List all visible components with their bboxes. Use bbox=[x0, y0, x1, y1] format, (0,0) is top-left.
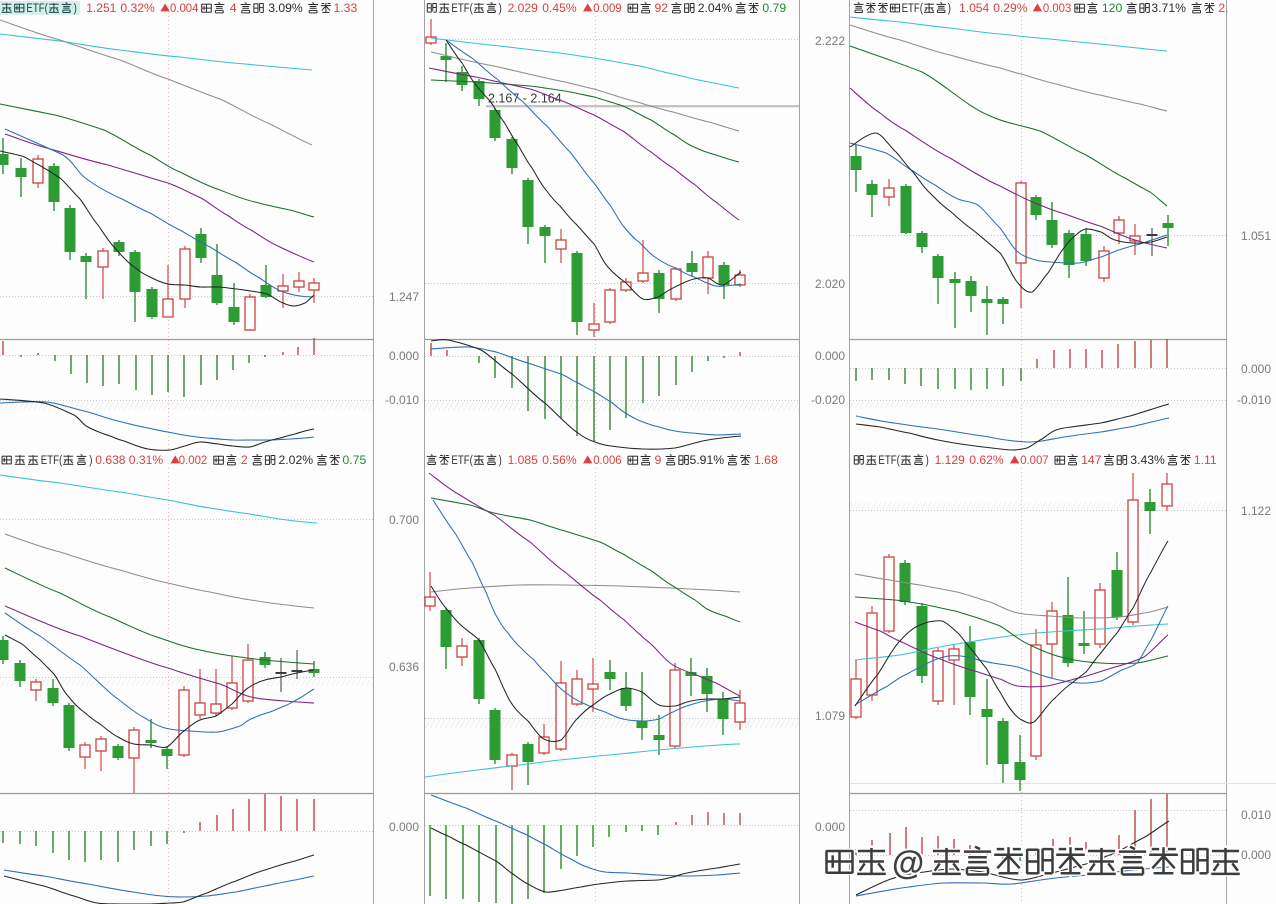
svg-text:0.32%: 0.32% bbox=[120, 1, 155, 15]
svg-text:1.68: 1.68 bbox=[754, 453, 778, 467]
svg-text:2.029: 2.029 bbox=[508, 1, 538, 15]
svg-text:1.085: 1.085 bbox=[508, 453, 538, 467]
svg-text:1.122: 1.122 bbox=[1241, 504, 1271, 518]
svg-text:1.11: 1.11 bbox=[1194, 453, 1217, 467]
svg-text:0.636: 0.636 bbox=[389, 660, 419, 674]
svg-text:0.45%: 0.45% bbox=[542, 1, 577, 15]
svg-text:120: 120 bbox=[1102, 1, 1123, 15]
svg-text:@: @ bbox=[892, 844, 924, 881]
svg-text:0.007: 0.007 bbox=[1020, 453, 1049, 467]
svg-text:3.43%: 3.43% bbox=[1130, 453, 1165, 467]
svg-text:0.006: 0.006 bbox=[593, 453, 622, 467]
svg-text:1.079: 1.079 bbox=[815, 709, 845, 723]
svg-text:9: 9 bbox=[655, 453, 662, 467]
svg-text:1.251: 1.251 bbox=[86, 1, 116, 15]
svg-text:5.91%: 5.91% bbox=[690, 453, 725, 467]
svg-text:2.04%: 2.04% bbox=[698, 1, 733, 15]
svg-text:): ) bbox=[499, 1, 502, 15]
svg-text:0.004: 0.004 bbox=[170, 1, 199, 15]
svg-text:0.75: 0.75 bbox=[343, 453, 367, 467]
svg-text:): ) bbox=[948, 1, 951, 15]
svg-text:4: 4 bbox=[230, 1, 237, 15]
svg-text:0.62%: 0.62% bbox=[969, 453, 1004, 467]
svg-text:-0.010: -0.010 bbox=[1237, 393, 1271, 407]
svg-text:): ) bbox=[926, 453, 929, 467]
svg-text:0.638: 0.638 bbox=[95, 453, 125, 467]
svg-text:0.002: 0.002 bbox=[179, 453, 208, 467]
svg-text:0.009: 0.009 bbox=[593, 1, 622, 15]
svg-text:0.000: 0.000 bbox=[389, 820, 419, 834]
svg-text:0.000: 0.000 bbox=[1241, 362, 1271, 376]
svg-text:-0.020: -0.020 bbox=[811, 393, 845, 407]
svg-text:2.: 2. bbox=[1218, 1, 1228, 15]
svg-text:0.003: 0.003 bbox=[1043, 1, 1072, 15]
svg-text:): ) bbox=[89, 453, 92, 467]
svg-text:0.000: 0.000 bbox=[815, 349, 845, 363]
svg-text:3.71%: 3.71% bbox=[1151, 1, 1186, 15]
svg-text:ETF(: ETF( bbox=[902, 1, 923, 15]
svg-text:): ) bbox=[74, 1, 77, 15]
svg-text:ETF(: ETF( bbox=[878, 453, 899, 467]
svg-text:0.000: 0.000 bbox=[1241, 848, 1271, 862]
svg-text:0.700: 0.700 bbox=[389, 513, 419, 527]
svg-text:0.29%: 0.29% bbox=[993, 1, 1028, 15]
svg-text:2.020: 2.020 bbox=[815, 277, 845, 291]
svg-text:1.247: 1.247 bbox=[389, 290, 419, 304]
svg-text:0.56%: 0.56% bbox=[542, 453, 577, 467]
svg-text:0.000: 0.000 bbox=[389, 349, 419, 363]
svg-text:1.051: 1.051 bbox=[1241, 229, 1271, 243]
svg-text:ETF(: ETF( bbox=[41, 453, 62, 467]
svg-text:0.000: 0.000 bbox=[815, 820, 845, 834]
svg-text:ETF(: ETF( bbox=[451, 453, 472, 467]
svg-text:-0.010: -0.010 bbox=[385, 393, 419, 407]
svg-text:0.79: 0.79 bbox=[762, 1, 786, 15]
svg-text:1.054: 1.054 bbox=[959, 1, 989, 15]
svg-text:3.09%: 3.09% bbox=[268, 1, 303, 15]
svg-text:): ) bbox=[499, 453, 502, 467]
svg-text:2: 2 bbox=[241, 453, 248, 467]
svg-text:2.02%: 2.02% bbox=[279, 453, 314, 467]
svg-text:1.33: 1.33 bbox=[334, 1, 358, 15]
svg-text:0.010: 0.010 bbox=[1241, 808, 1271, 822]
svg-text:ETF(: ETF( bbox=[451, 1, 472, 15]
svg-text:1.129: 1.129 bbox=[935, 453, 965, 467]
svg-text:2.167 - 2.164: 2.167 - 2.164 bbox=[488, 92, 562, 106]
svg-text:147: 147 bbox=[1081, 453, 1102, 467]
svg-text:2.222: 2.222 bbox=[815, 34, 845, 48]
svg-text:ETF(: ETF( bbox=[26, 1, 47, 15]
svg-text:92: 92 bbox=[655, 1, 669, 15]
svg-text:0.31%: 0.31% bbox=[129, 453, 164, 467]
